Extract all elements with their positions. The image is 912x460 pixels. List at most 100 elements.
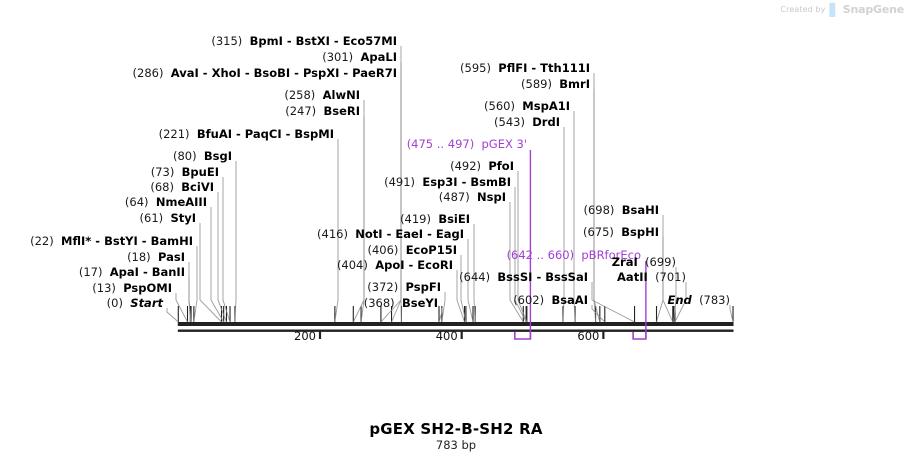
enzyme-name: AlwNI bbox=[322, 88, 360, 102]
map-label-pgex3-row[interactable]: (475 .. 497) pGEX 3' bbox=[407, 138, 527, 151]
enzyme-separator: - bbox=[329, 34, 343, 48]
map-label-pasi-row[interactable]: (18) PasI bbox=[127, 251, 185, 264]
enzyme-name: BmrI bbox=[559, 77, 590, 91]
enzyme-name: PspFI bbox=[405, 280, 441, 294]
map-label-pfifi-row[interactable]: (595) PflFI - Tth111I bbox=[460, 62, 590, 75]
enzyme-name: PspXI bbox=[302, 66, 340, 80]
enzyme-name: BamHI bbox=[150, 234, 193, 248]
map-label-bpmi-row[interactable]: (315) BpmI - BstXI - Eco57MI bbox=[211, 35, 397, 48]
enzyme-separator: - bbox=[404, 258, 418, 272]
map-label-bsphi-row[interactable]: (675) BspHI bbox=[583, 226, 659, 239]
axis-tick bbox=[318, 331, 322, 339]
enzyme-name: Start bbox=[130, 296, 163, 310]
map-label-start-row[interactable]: (0) Start bbox=[107, 297, 163, 310]
map-label-alwni-row[interactable]: (258) AlwNI bbox=[284, 89, 360, 102]
enzyme-name: BsmBI bbox=[470, 175, 511, 189]
site-position: (491) bbox=[384, 175, 416, 189]
map-label-bsgi-row[interactable]: (80) BsgI bbox=[173, 150, 232, 163]
enzyme-name: pBRforEco bbox=[581, 248, 641, 262]
map-label-styi-row[interactable]: (61) StyI bbox=[140, 212, 196, 225]
map-label-noti-row[interactable]: (416) NotI - EaeI - EagI bbox=[317, 228, 464, 241]
enzyme-name: BsaAI bbox=[551, 293, 588, 307]
enzyme-name: Eco57MI bbox=[342, 34, 397, 48]
map-label-apoi-row[interactable]: (404) ApoI - EcoRI bbox=[337, 259, 453, 272]
enzyme-name: PflFI bbox=[498, 61, 528, 75]
map-label-apali-row[interactable]: (301) ApaLI bbox=[322, 51, 397, 64]
enzyme-name: PasI bbox=[157, 250, 185, 264]
enzyme-name: EcoRI bbox=[417, 258, 453, 272]
enzyme-separator: - bbox=[91, 234, 105, 248]
site-position: (602) bbox=[513, 293, 545, 307]
site-position: (247) bbox=[285, 104, 317, 118]
site-position: (64) bbox=[124, 195, 149, 209]
site-position: (315) bbox=[211, 34, 243, 48]
map-label-esp3i-row[interactable]: (491) Esp3I - BsmBI bbox=[384, 176, 511, 189]
site-position: (487) bbox=[438, 190, 470, 204]
site-position: (13) bbox=[92, 281, 116, 295]
enzyme-name: EcoP15I bbox=[405, 243, 457, 257]
map-label-bsahi-row[interactable]: (698) BsaHI bbox=[583, 204, 659, 217]
site-position: (543) bbox=[494, 115, 525, 129]
enzyme-separator: - bbox=[382, 227, 396, 241]
sequence-ruler-rule bbox=[177, 329, 734, 332]
leader-line bbox=[234, 161, 237, 323]
map-label-zrai-row[interactable]: ZraI (699) bbox=[612, 256, 676, 269]
site-position: (783) bbox=[699, 293, 730, 307]
map-label-bsssi-row[interactable]: (644) BssSI - BssSaI bbox=[459, 271, 588, 284]
enzyme-name: PaeR7I bbox=[352, 66, 397, 80]
map-label-aatii-row[interactable]: AatII (701) bbox=[617, 271, 686, 284]
map-label-bfuai-row[interactable]: (221) BfuAI - PaqCI - BspMI bbox=[159, 128, 334, 141]
map-label-bcivi-row[interactable]: (68) BciVI bbox=[150, 181, 214, 194]
enzyme-name: BsgI bbox=[203, 149, 232, 163]
enzyme-name: pGEX 3' bbox=[481, 137, 528, 151]
enzyme-name: BspMI bbox=[294, 127, 334, 141]
map-label-bsaai-row[interactable]: (602) BsaAI bbox=[513, 294, 588, 307]
enzyme-name: BstXI bbox=[295, 34, 330, 48]
watermark-prefix: Created by bbox=[780, 5, 826, 14]
site-position: (675) bbox=[583, 225, 614, 239]
enzyme-name: PaqCI bbox=[244, 127, 282, 141]
enzyme-name: AatII bbox=[617, 270, 648, 284]
enzyme-separator: - bbox=[232, 127, 245, 141]
map-label-mfli-row[interactable]: (22) MflI* - BstYI - BamHI bbox=[30, 235, 193, 248]
map-label-pfoi-row[interactable]: (492) PfoI bbox=[450, 160, 514, 173]
enzyme-name: ApaI bbox=[109, 265, 139, 279]
enzyme-name: ApoI bbox=[375, 258, 405, 272]
map-label-drdi-row[interactable]: (543) DrdI bbox=[494, 116, 560, 129]
map-label-end-row[interactable]: End (783) bbox=[667, 294, 730, 307]
map-label-bmri-row[interactable]: (589) BmrI bbox=[521, 78, 590, 91]
map-label-bpuei-row[interactable]: (73) BpuEI bbox=[151, 166, 219, 179]
enzyme-name: MspA1I bbox=[522, 99, 570, 113]
site-position: (492) bbox=[450, 159, 482, 173]
map-label-bseyi-row[interactable]: (368) BseYI bbox=[364, 297, 438, 310]
leader-line bbox=[593, 73, 601, 323]
site-position: (68) bbox=[150, 180, 174, 194]
site-position: (560) bbox=[484, 99, 515, 113]
map-label-nmeaiii-row[interactable]: (64) NmeAIII bbox=[125, 196, 207, 209]
site-position: (80) bbox=[172, 149, 197, 163]
enzyme-name: DrdI bbox=[532, 115, 560, 129]
enzyme-name: BssSI bbox=[497, 270, 533, 284]
leader-line bbox=[210, 207, 225, 323]
site-position: (301) bbox=[322, 50, 354, 64]
map-label-nspi-row[interactable]: (487) NspI bbox=[439, 191, 506, 204]
watermark-brand: SnapGene bbox=[842, 3, 904, 16]
leader-line bbox=[217, 192, 227, 323]
map-label-bseri-row[interactable]: (247) BseRI bbox=[285, 105, 360, 118]
site-position: (642 .. 660) bbox=[506, 248, 575, 262]
snapgene-watermark: Created by ▋ SnapGene bbox=[780, 3, 904, 16]
map-label-pspomi-row[interactable]: (13) PspOMI bbox=[92, 282, 172, 295]
map-label-bsiei-row[interactable]: (419) BsiEI bbox=[400, 213, 470, 226]
map-label-ecop15i-row[interactable]: (406) EcoP15I bbox=[367, 244, 457, 257]
map-label-pspfi-row[interactable]: (372) PspFI bbox=[367, 281, 441, 294]
enzyme-name: BanII bbox=[151, 265, 185, 279]
map-label-avai-row[interactable]: (286) AvaI - XhoI - BsoBI - PspXI - PaeR… bbox=[133, 67, 397, 80]
enzyme-name: PfoI bbox=[488, 159, 514, 173]
enzyme-name: XhoI bbox=[211, 66, 241, 80]
enzyme-name: BfuAI bbox=[196, 127, 233, 141]
enzyme-name: BseRI bbox=[323, 104, 360, 118]
enzyme-separator: - bbox=[198, 66, 212, 80]
map-label-pbrforeco-row[interactable]: (642 .. 660) pBRforEco bbox=[507, 249, 641, 262]
map-label-apai-row[interactable]: (17) ApaI - BanII bbox=[79, 266, 185, 279]
map-label-mspa1i-row[interactable]: (560) MspA1I bbox=[484, 100, 570, 113]
